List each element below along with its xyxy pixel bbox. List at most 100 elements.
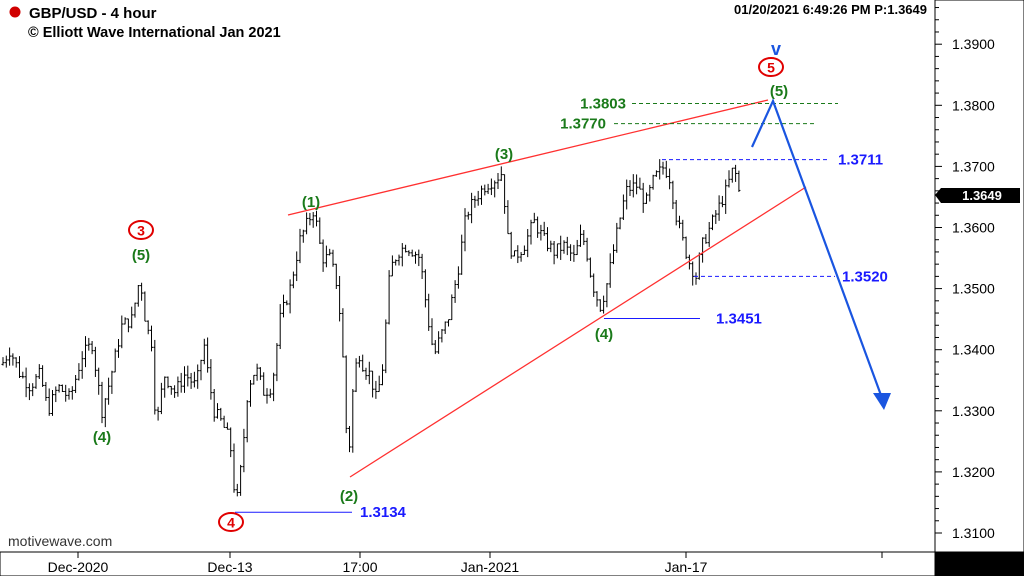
ohlc-bar [179, 372, 183, 393]
wave-circle-icon [758, 57, 784, 77]
ohlc-bar [588, 257, 592, 278]
ohlc-bar [235, 483, 239, 497]
ohlc-bar [661, 161, 665, 175]
ohlc-bar [268, 388, 272, 398]
ohlc-bar [31, 383, 35, 397]
ohlc-bar [301, 229, 305, 243]
ohlc-bar [499, 166, 503, 181]
level-label: 1.3770 [560, 116, 606, 133]
ohlc-bar [351, 389, 355, 453]
y-tick-label: 1.3200 [952, 464, 995, 480]
ohlc-bar [80, 351, 84, 379]
ohlc-bar [377, 375, 381, 393]
ohlc-bar [407, 250, 411, 257]
ohlc-bar [506, 200, 510, 235]
current-price-label: 1.3649 [962, 188, 1002, 203]
ohlc-bar [539, 224, 543, 241]
ohlc-bar [90, 341, 94, 355]
ohlc-bar [11, 353, 15, 366]
ohlc-bar [34, 373, 38, 389]
ohlc-bar [410, 249, 414, 257]
ohlc-bar [209, 359, 213, 400]
upper-channel-line [287, 99, 769, 216]
ohlc-bar [615, 222, 619, 253]
ohlc-bar [602, 295, 606, 314]
ohlc-bar [67, 388, 71, 400]
ohlc-bar [674, 199, 678, 226]
ohlc-bar [562, 240, 566, 254]
ohlc-bar [704, 234, 708, 244]
ohlc-bar [440, 329, 444, 343]
ohlc-bar [516, 245, 520, 264]
ohlc-bar [222, 415, 226, 428]
ohlc-bar [437, 331, 441, 354]
ohlc-bar [130, 306, 134, 329]
ohlc-bar [324, 245, 328, 268]
ohlc-bar [420, 253, 424, 280]
price-axis[interactable] [934, 0, 1024, 553]
ohlc-bar [595, 291, 599, 307]
ohlc-bar [14, 357, 18, 368]
y-tick-label: 1.3100 [952, 525, 995, 541]
ohlc-bar [282, 294, 285, 318]
ohlc-bar [196, 364, 200, 389]
ohlc-bar [189, 372, 193, 389]
ohlc-bar [509, 231, 513, 259]
ohlc-bar [47, 388, 51, 416]
ohlc-bar [176, 376, 180, 397]
level-label: 1.3451 [716, 311, 762, 328]
ohlc-bar [605, 283, 609, 308]
wave-label: (4) [595, 326, 613, 343]
ohlc-bar [447, 319, 450, 327]
ohlc-bar [331, 249, 335, 267]
x-tick-label: 17:00 [342, 559, 377, 575]
ohlc-bar [681, 219, 685, 241]
ohlc-bar [123, 317, 127, 325]
ohlc-bar [183, 366, 186, 393]
ohlc-bar [717, 195, 721, 221]
ohlc-bar [456, 266, 460, 289]
ohlc-bar [255, 363, 259, 381]
ohlc-bar [720, 195, 724, 208]
ohlc-bar [621, 194, 625, 221]
ohlc-bar [724, 179, 728, 214]
ohlc-bar [658, 159, 662, 180]
ohlc-bar [684, 236, 688, 260]
ohlc-bar [522, 245, 526, 255]
ohlc-bar [291, 271, 295, 289]
wave-label-circled: 3 [137, 223, 145, 239]
wave-label: (2) [340, 488, 358, 505]
ohlc-bar [54, 386, 58, 403]
ohlc-bar [453, 280, 457, 303]
ohlc-bar [37, 364, 41, 379]
ohlc-bar [140, 282, 144, 301]
ohlc-bar [156, 406, 160, 421]
time-axis[interactable] [0, 551, 936, 576]
ohlc-bar [598, 299, 602, 312]
ohlc-bar [18, 356, 21, 379]
ohlc-bar [216, 403, 219, 419]
ohlc-bar [374, 380, 378, 399]
timestamp-price: 01/20/2021 6:49:26 PM P:1.3649 [734, 2, 927, 17]
ohlc-bar [87, 337, 91, 351]
ohlc-bar [572, 244, 576, 262]
status-dot-icon [9, 6, 21, 18]
ohlc-bar [348, 426, 351, 453]
y-tick-label: 1.3300 [952, 403, 995, 419]
ohlc-bar [559, 235, 563, 260]
ohlc-bar [84, 336, 87, 368]
ohlc-bar [199, 359, 203, 381]
ohlc-bar [252, 374, 256, 385]
ohlc-bar [552, 240, 556, 265]
ohlc-bar [295, 251, 299, 282]
ohlc-bar [503, 174, 507, 214]
ohlc-bar [126, 318, 130, 333]
ohlc-bar [625, 179, 629, 210]
wave-label: (4) [93, 429, 111, 446]
ohlc-bar [466, 211, 470, 220]
ohlc-bar [298, 228, 302, 264]
ohlc-bar [400, 243, 404, 267]
ohlc-bar [397, 254, 401, 266]
y-tick-label: 1.3600 [952, 220, 995, 236]
ohlc-bar [272, 372, 276, 402]
